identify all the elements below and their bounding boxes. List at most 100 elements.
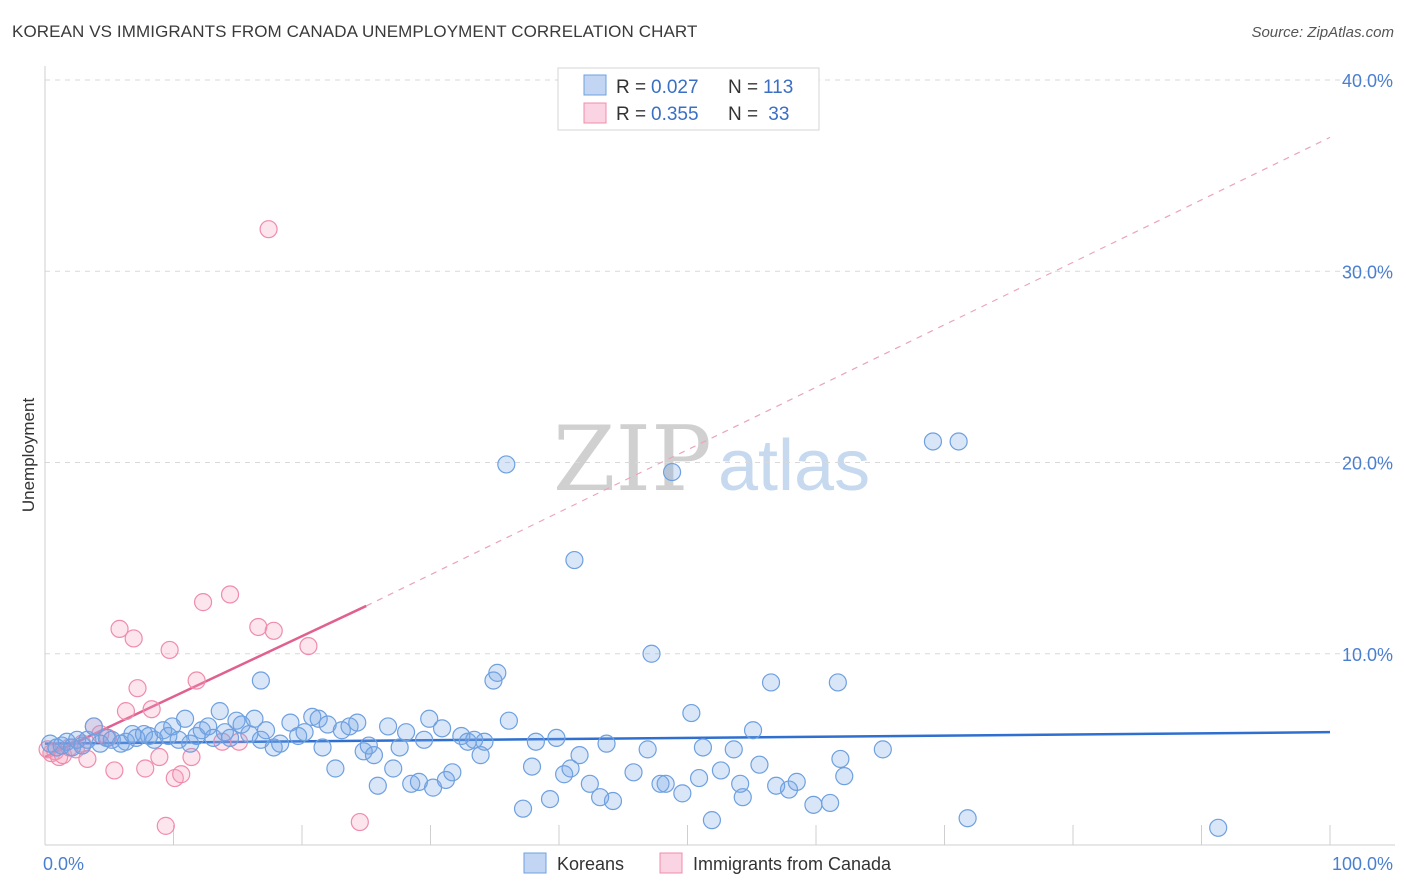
y-tick-label: 20.0% — [1342, 454, 1393, 474]
korean-point — [102, 730, 121, 749]
korean-point — [787, 772, 806, 791]
y-tick-label: 30.0% — [1342, 262, 1393, 282]
korean-point — [702, 811, 722, 830]
korean-point — [245, 709, 264, 728]
canada-point — [350, 812, 369, 832]
bottom-legend-label-canada: Immigrants from Canada — [693, 854, 892, 874]
canada-point — [220, 585, 240, 604]
korean-point — [414, 730, 434, 749]
series-koreans-points — [41, 432, 1228, 837]
legend-swatch-koreans — [583, 74, 607, 96]
korean-point — [354, 742, 373, 761]
top-legend-box — [557, 67, 820, 131]
korean-point — [603, 791, 623, 811]
korean-point — [724, 740, 743, 759]
canada-point — [172, 765, 191, 784]
korean-point — [831, 749, 850, 769]
korean-point — [384, 759, 403, 778]
korean-point — [175, 709, 195, 728]
source-label: Source: ZipAtlas.com — [1251, 24, 1394, 41]
korean-point — [597, 734, 616, 753]
korean-point — [169, 730, 188, 749]
korean-point — [689, 768, 709, 788]
canada-point — [264, 621, 283, 640]
korean-point — [68, 730, 87, 749]
korean-point — [711, 761, 731, 780]
korean-point — [73, 736, 92, 755]
chart-title: KOREAN VS IMMIGRANTS FROM CANADA UNEMPLO… — [12, 22, 698, 41]
korean-point — [835, 767, 854, 786]
korean-point — [256, 721, 276, 740]
korean-point — [313, 738, 332, 757]
korean-point — [1209, 818, 1228, 837]
korean-point — [220, 728, 240, 748]
korean-point — [570, 746, 589, 765]
korean-point — [513, 799, 533, 818]
korean-point — [215, 723, 234, 742]
korean-point — [199, 717, 218, 736]
canada-point — [249, 617, 268, 637]
canada-point — [182, 747, 201, 767]
bottom-legend-swatch-canada — [659, 852, 683, 874]
korean-point — [309, 709, 328, 728]
x-tick-label-min: 0.0% — [43, 854, 84, 874]
korean-point — [561, 759, 580, 778]
watermark-atlas: atlas — [718, 426, 870, 506]
korean-point — [471, 746, 490, 765]
korean-point — [396, 723, 416, 742]
legend-r-label-1: R = — [616, 77, 651, 98]
y-tick-label: 40.0% — [1342, 71, 1393, 91]
korean-point — [271, 734, 290, 753]
top-legend: R = 0.027 N = 113 R = 0.355 N = 33 — [557, 67, 820, 131]
korean-point — [624, 763, 643, 782]
korean-point — [364, 746, 384, 765]
korean-point — [420, 709, 439, 728]
canada-point — [105, 761, 124, 780]
legend-n-label-2: N = — [728, 104, 763, 125]
legend-r-value-2: 0.355 — [651, 104, 699, 125]
trend-line-koreans — [44, 730, 1331, 745]
x-tick-labels: 0.0% 100.0% — [43, 854, 1393, 874]
axes — [44, 66, 1395, 846]
korean-point — [348, 713, 367, 732]
korean-point — [923, 432, 943, 451]
korean-point — [210, 702, 229, 721]
canada-point — [110, 619, 129, 638]
canada-point — [150, 747, 169, 767]
korean-point — [873, 740, 892, 759]
korean-point — [326, 759, 345, 778]
legend-n-label-1: N = — [728, 77, 763, 98]
legend-n-value-2: 33 — [763, 104, 789, 125]
korean-point — [154, 721, 173, 740]
legend-r-label-2: R = — [616, 104, 651, 125]
korean-point — [443, 763, 462, 782]
korean-point — [565, 550, 584, 570]
korean-point — [499, 711, 518, 730]
korean-point — [378, 717, 398, 736]
korean-point — [656, 774, 675, 793]
korean-point — [673, 784, 692, 803]
canada-point — [259, 220, 278, 239]
korean-point — [251, 671, 270, 690]
korean-point — [779, 780, 799, 799]
korean-point — [359, 736, 378, 755]
korean-point — [475, 732, 494, 751]
korean-point — [540, 789, 560, 809]
grid-lines — [45, 79, 1395, 655]
korean-point — [368, 776, 387, 795]
korean-point — [804, 795, 823, 814]
korean-point — [488, 663, 507, 682]
korean-point — [295, 723, 314, 742]
korean-point — [390, 738, 409, 757]
y-tick-label: 10.0% — [1342, 645, 1393, 665]
canada-point — [124, 629, 143, 648]
korean-point — [750, 755, 769, 774]
korean-point — [761, 673, 781, 692]
canada-point — [187, 671, 206, 690]
korean-point — [303, 707, 322, 726]
korean-point — [731, 774, 750, 793]
korean-point — [522, 757, 542, 776]
bottom-legend-label-koreans: Koreans — [557, 854, 624, 874]
y-axis-label: Unemployment — [19, 398, 38, 513]
